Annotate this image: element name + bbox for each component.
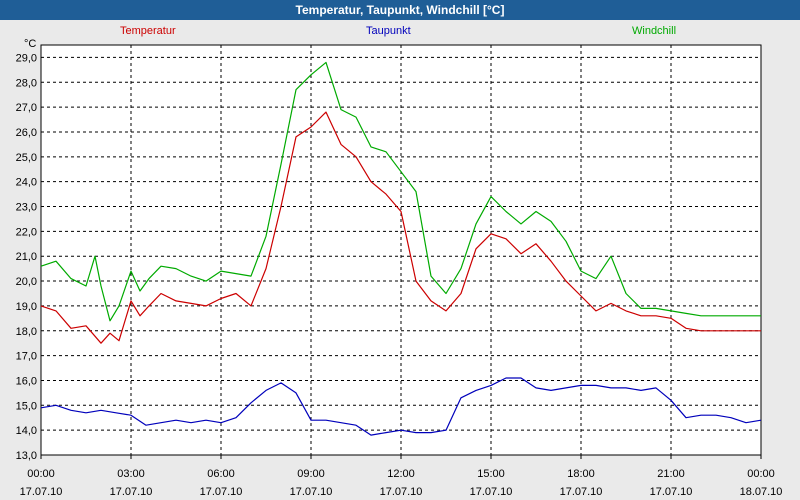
x-tick-time-label: 00:00 [747,468,775,480]
y-tick-label: 27,0 [16,102,37,114]
y-tick-label: 28,0 [16,77,37,89]
y-tick-label: 13,0 [16,450,37,462]
x-tick-date-label: 17.07.10 [560,486,603,498]
x-tick-time-label: 03:00 [117,468,145,480]
y-tick-label: 25,0 [16,152,37,164]
y-tick-label: 29,0 [16,52,37,64]
legend-windchill: Windchill [632,25,677,37]
x-tick-date-label: 17.07.10 [200,486,243,498]
y-tick-label: 23,0 [16,202,37,214]
y-tick-label: 22,0 [16,226,37,238]
x-tick-date-label: 18.07.10 [740,486,783,498]
y-tick-label: 19,0 [16,301,37,313]
x-tick-date-label: 17.07.10 [470,486,513,498]
x-tick-time-label: 09:00 [297,468,325,480]
series-line-windchill [40,61,761,322]
x-tick-date-label: 17.07.10 [110,486,153,498]
y-tick-label: 21,0 [16,251,37,263]
x-tick-date-label: 17.07.10 [20,486,63,498]
x-tick-time-label: 00:00 [27,468,55,480]
y-tick-label: 20,0 [16,276,37,288]
legend-taupunkt: Taupunkt [366,25,411,37]
window-title: Temperatur, Taupunkt, Windchill [°C] [0,0,800,20]
x-tick-time-label: 21:00 [657,468,685,480]
y-tick-label: 24,0 [16,177,37,189]
x-tick-date-label: 17.07.10 [380,486,423,498]
x-tick-time-label: 06:00 [207,468,235,480]
y-axis-unit: °C [24,38,37,50]
x-tick-time-label: 15:00 [477,468,505,480]
y-tick-label: 18,0 [16,326,37,338]
y-tick-label: 15,0 [16,400,37,412]
x-tick-time-label: 12:00 [387,468,415,480]
series-line-temperatur [40,111,761,344]
y-tick-label: 26,0 [16,127,37,139]
series-line-taupunkt [40,377,762,436]
legend-temperatur: Temperatur [120,25,176,37]
x-tick-time-label: 18:00 [567,468,595,480]
y-tick-label: 14,0 [16,425,37,437]
x-tick-date-label: 17.07.10 [290,486,333,498]
y-tick-label: 17,0 [16,351,37,363]
y-tick-label: 16,0 [16,375,37,387]
x-tick-date-label: 17.07.10 [650,486,693,498]
